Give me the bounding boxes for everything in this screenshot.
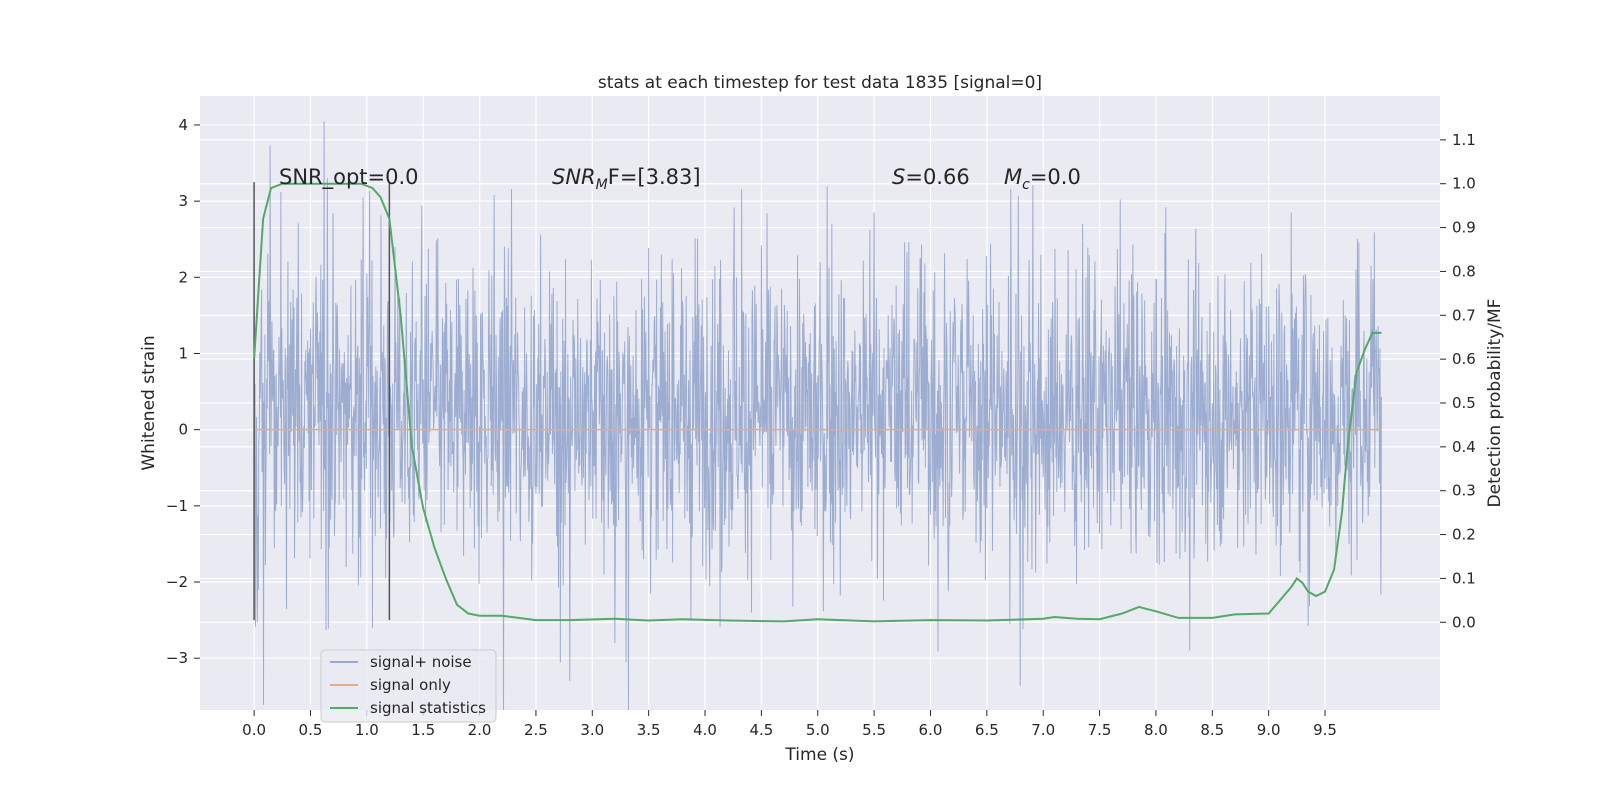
x-tick-label: 4.5 <box>749 721 773 739</box>
x-tick-label: 0.5 <box>299 721 323 739</box>
y-right-tick-label: 1.0 <box>1452 175 1476 193</box>
annotation-snr-mf: SNRMF=[3.83] <box>552 165 701 193</box>
y-right-tick-label: 0.5 <box>1452 394 1476 412</box>
y-right-tick-label: 0.3 <box>1452 482 1476 500</box>
annotation-mc: Mc=0.0 <box>1004 165 1081 193</box>
y-right-tick-label: 0.2 <box>1452 526 1476 544</box>
x-tick-label: 9.5 <box>1313 721 1337 739</box>
y-left-tick-label: 4 <box>178 116 188 134</box>
x-tick-label: 3.0 <box>580 721 604 739</box>
x-tick-label: 5.5 <box>862 721 886 739</box>
event-markers <box>253 182 391 621</box>
y-axis-left-label: Whitened strain <box>139 335 159 470</box>
y-left-tick-label: 1 <box>178 344 188 362</box>
y-axis-right-label: Detection probability/MF <box>1485 299 1505 508</box>
annotation-snr-mf-prefix: SNR <box>552 165 596 189</box>
annotation-snr-mf-suffix: F=[3.83] <box>608 165 701 189</box>
x-tick-label: 2.0 <box>468 721 492 739</box>
y-left-tick-label: 2 <box>178 268 188 286</box>
x-tick-label: 5.0 <box>806 721 830 739</box>
x-tick-label: 8.5 <box>1200 721 1224 739</box>
annotation-mc-suffix: =0.0 <box>1030 165 1081 189</box>
x-tick-label: 4.0 <box>693 721 717 739</box>
x-tick-label: 1.5 <box>411 721 435 739</box>
y-right-tick-label: 0.7 <box>1452 306 1476 324</box>
y-axis-right-ticks: 0.0 0.1 0.2 0.3 0.4 0.5 0.6 0.7 0.8 0.9 1.0 1.1 <box>1440 131 1476 631</box>
legend-box <box>320 649 497 723</box>
legend-label-signal-only: signal only <box>370 676 451 694</box>
y-right-tick-label: 0.9 <box>1452 219 1476 237</box>
annotation-s-suffix: =0.66 <box>905 165 969 189</box>
annotation-mc-prefix: M <box>1004 165 1022 189</box>
y-right-tick-label: 0.1 <box>1452 569 1476 587</box>
legend-label-signal-noise: signal+ noise <box>370 653 472 671</box>
y-left-tick-label: −2 <box>166 573 188 591</box>
y-right-tick-label: 0.8 <box>1452 262 1476 280</box>
series-signal-statistics <box>253 182 1382 623</box>
x-tick-label: 8.0 <box>1144 721 1168 739</box>
x-tick-label: 6.0 <box>919 721 943 739</box>
x-tick-label: 7.5 <box>1088 721 1112 739</box>
series-signal-noise <box>253 121 1382 710</box>
x-axis-ticks: 0.0 0.5 1.0 1.5 2.0 2.5 3.0 3.5 4.0 4.5 5.0 5.5 6.0 6… <box>242 710 1337 739</box>
y-right-tick-label: 1.1 <box>1452 131 1476 149</box>
legend: signal+ noise signal only signal statist… <box>320 649 497 723</box>
chart-title: stats at each timestep for test data 183… <box>598 73 1042 93</box>
x-tick-label: 6.5 <box>975 721 999 739</box>
y-left-tick-label: 3 <box>178 192 188 210</box>
y-left-tick-label: −1 <box>166 497 188 515</box>
noise-trace <box>253 121 1382 710</box>
x-tick-label: 1.0 <box>355 721 379 739</box>
annotation-snr-opt: SNR_opt=0.0 <box>279 165 419 190</box>
annotation-snr-mf-sub: M <box>596 177 608 193</box>
y-left-tick-label: 0 <box>178 421 188 439</box>
x-tick-label: 7.0 <box>1031 721 1055 739</box>
y-right-tick-label: 0.0 <box>1452 613 1476 631</box>
x-tick-label: 2.5 <box>524 721 548 739</box>
annotation-mc-sub: c <box>1022 177 1030 193</box>
legend-label-signal-statistics: signal statistics <box>370 699 486 717</box>
x-axis-label: Time (s) <box>784 745 854 765</box>
x-tick-label: 9.0 <box>1257 721 1281 739</box>
y-right-tick-label: 0.6 <box>1452 350 1476 368</box>
y-axis-left-ticks: −3 −2 −1 0 1 2 3 4 <box>166 116 200 667</box>
x-tick-label: 0.0 <box>242 721 266 739</box>
y-left-tick-label: −3 <box>166 649 188 667</box>
y-right-tick-label: 0.4 <box>1452 438 1476 456</box>
annotation-s-prefix: S <box>892 165 905 189</box>
annotation-s: S=0.66 <box>892 165 970 189</box>
x-tick-label: 3.5 <box>637 721 661 739</box>
